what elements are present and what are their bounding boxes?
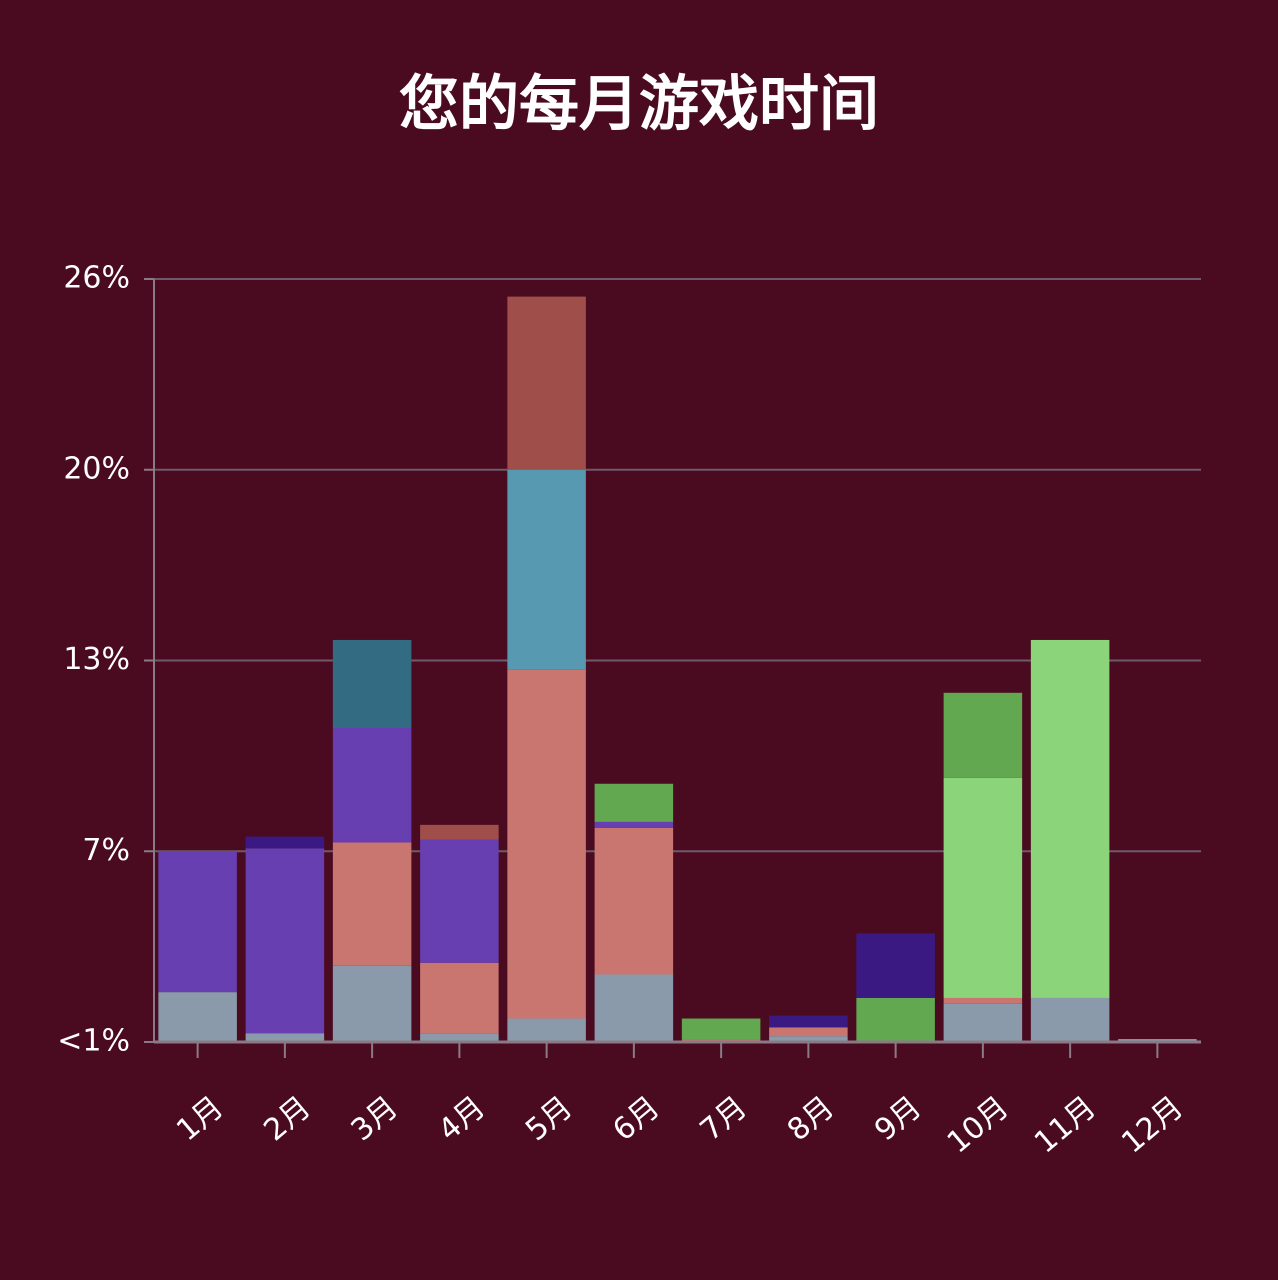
bar-segment (420, 839, 499, 963)
bar-segment (245, 1033, 325, 1042)
bar-segment (1030, 997, 1110, 1042)
bar-segment (856, 997, 935, 1042)
bar-segment (769, 1036, 848, 1042)
bar-segment (943, 997, 1023, 1004)
bar-segment (594, 821, 674, 828)
bar-segment (594, 827, 674, 975)
bar-segment (332, 842, 412, 966)
bar-segment (943, 1003, 1023, 1042)
bar-segment (1030, 639, 1110, 998)
bar-segment (507, 669, 586, 1019)
bar-segment (332, 639, 412, 728)
bar-segment (594, 783, 674, 822)
bar-segment (332, 965, 412, 1042)
bar-segment (594, 974, 674, 1042)
bar-segment (507, 1018, 586, 1042)
bar-segment (158, 851, 237, 993)
bar-segment (769, 1027, 848, 1037)
bar-segment (245, 836, 325, 849)
bar-segment (769, 1015, 848, 1028)
bar-segment (507, 296, 586, 470)
bar-segment (332, 727, 412, 843)
bar-segment (420, 962, 499, 1034)
y-tick-label: 26% (63, 261, 130, 296)
bar-segment (681, 1018, 761, 1040)
y-tick-label: 20% (63, 451, 130, 486)
chart-title: 您的每月游戏时间 (399, 70, 879, 140)
y-tick-label: 13% (63, 642, 130, 677)
bar-segment (158, 992, 237, 1042)
bar-segment (245, 848, 325, 1034)
bar-segment (943, 777, 1023, 998)
bar-segment (420, 1033, 499, 1042)
bar-segment (420, 824, 499, 840)
bar-segment (507, 469, 586, 670)
y-tick-label: <1% (57, 1024, 130, 1059)
bar-segment (856, 933, 935, 998)
bar-segment (943, 692, 1023, 778)
y-tick-label: 7% (82, 833, 130, 868)
